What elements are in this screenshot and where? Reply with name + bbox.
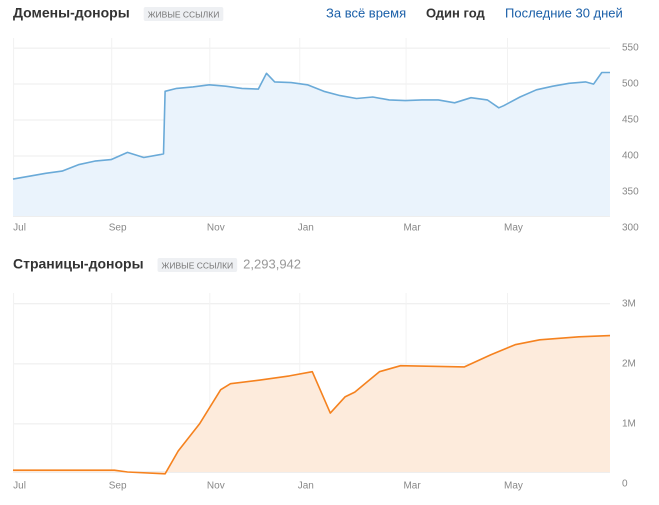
y-tick-label: 350 (622, 187, 639, 198)
tab[interactable]: За всё время (326, 5, 406, 20)
x-tick-label: Sep (109, 481, 127, 492)
area (13, 72, 610, 216)
tab[interactable]: Один год (426, 5, 486, 20)
x-tick-label: May (504, 223, 523, 234)
x-tick-label: Jul (13, 481, 26, 492)
y-tick-label: 400 (622, 151, 639, 162)
x-tick-label: Nov (207, 481, 225, 492)
badge-bg (143, 7, 224, 21)
y-tick-label: 450 (622, 115, 639, 126)
area (13, 335, 610, 474)
badge: живые ссылки (162, 260, 234, 270)
chart-title: Страницы-доноры (13, 256, 144, 272)
line (13, 334, 611, 475)
line (12, 71, 610, 180)
x-tick-label: Jul (13, 223, 26, 234)
badge-bg (157, 258, 238, 272)
y-tick-label: 500 (622, 79, 639, 90)
y-tick-label: 550 (622, 43, 639, 54)
x-tick-label: Mar (403, 481, 421, 492)
x-tick-label: Nov (207, 223, 225, 234)
y-tick-label: 1M (622, 419, 636, 430)
y-tick-label: 2M (622, 359, 636, 370)
tab[interactable]: Последние 30 дней (505, 5, 623, 20)
x-tick-label: Mar (403, 223, 421, 234)
x-tick-label: Sep (109, 223, 127, 234)
chart-title: Домены-доноры (13, 5, 130, 21)
y-tick-label: 0 (622, 479, 628, 490)
y-tick-label: 3M (622, 298, 636, 309)
x-tick-label: Jan (298, 481, 314, 492)
badge: живые ссылки (148, 9, 220, 19)
x-tick-label: Jan (298, 223, 314, 234)
total: 2,293,942 (243, 256, 301, 271)
y-tick-label: 300 (622, 223, 639, 234)
x-tick-label: May (504, 481, 523, 492)
